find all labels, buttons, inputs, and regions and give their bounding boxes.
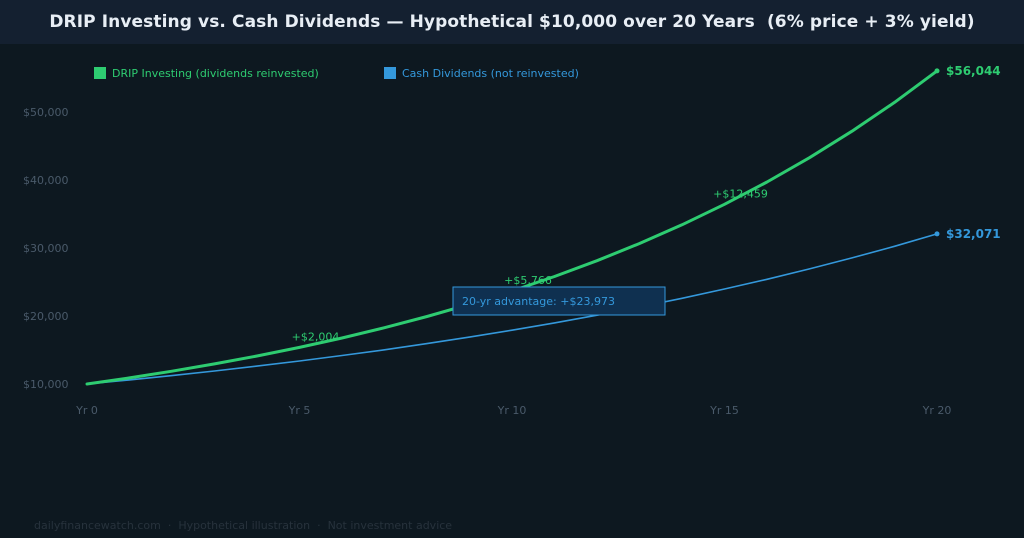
chart-title: DRIP Investing vs. Cash Dividends — Hypo…: [49, 12, 975, 32]
series-end-point-1: [934, 231, 940, 237]
series-end-label-0: $56,044: [946, 64, 1001, 78]
y-tick-label-3: $40,000: [23, 174, 69, 187]
x-tick-label-2: Yr 10: [497, 404, 527, 417]
series-end-label-1: $32,071: [946, 227, 1001, 241]
x-tick-label-4: Yr 20: [922, 404, 952, 417]
y-tick-label-1: $20,000: [23, 310, 69, 323]
x-tick-label-3: Yr 15: [709, 404, 739, 417]
y-tick-label-4: $50,000: [23, 106, 69, 119]
gap-annotation-2: +$12,459: [713, 187, 768, 200]
gap-annotation-0: +$2,004: [292, 330, 340, 343]
series-line-1: [86, 233, 938, 385]
gap-annotation-1: +$5,766: [504, 274, 552, 287]
footer-credit: dailyfinancewatch.com · Hypothetical ill…: [34, 519, 453, 532]
x-tick-label-1: Yr 5: [288, 404, 311, 417]
x-tick-label-0: Yr 0: [75, 404, 98, 417]
legend-label-1: Cash Dividends (not reinvested): [402, 67, 579, 80]
legend-swatch-1: [384, 67, 396, 79]
advantage-callout-text: 20-yr advantage: +$23,973: [462, 295, 615, 308]
y-tick-label-0: $10,000: [23, 378, 69, 391]
chart-header: DRIP Investing vs. Cash Dividends — Hypo…: [0, 0, 1024, 44]
legend-swatch-0: [94, 67, 106, 79]
legend-label-0: DRIP Investing (dividends reinvested): [112, 67, 319, 80]
y-tick-label-2: $30,000: [23, 242, 69, 255]
series-end-point-0: [934, 68, 940, 74]
advantage-callout-box: [452, 286, 666, 316]
series-line-0: [85, 69, 939, 386]
